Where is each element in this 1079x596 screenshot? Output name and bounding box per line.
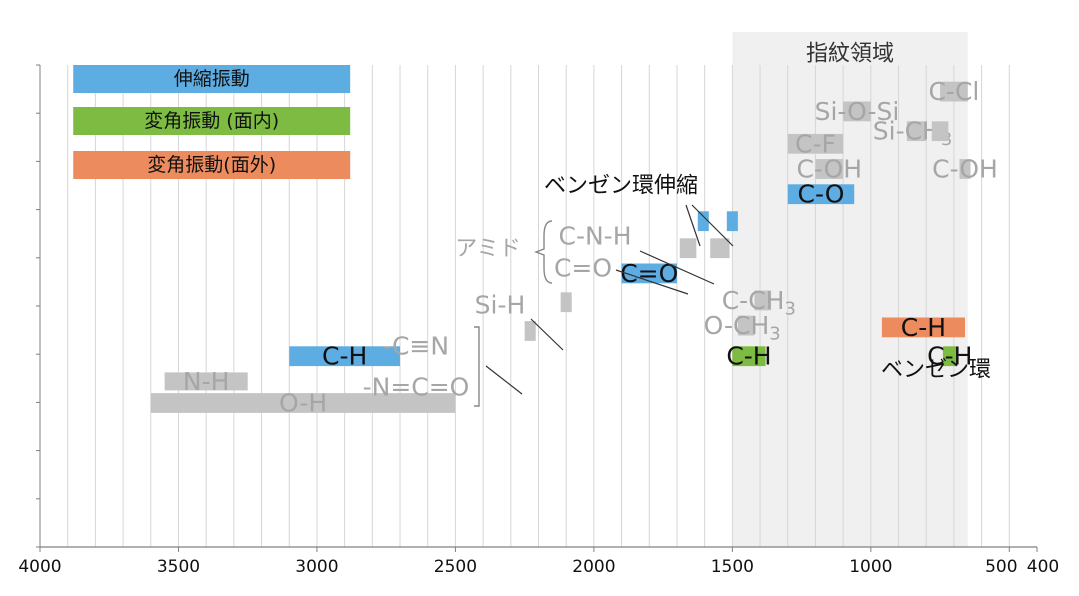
band-label: C-H — [901, 313, 946, 342]
nitrile-brace — [474, 326, 480, 407]
legend-label: 伸縮振動 — [174, 68, 250, 90]
band-bar — [959, 159, 971, 179]
band-bar — [942, 346, 957, 367]
x-tick-label: 1000 — [849, 557, 892, 577]
band-bar — [881, 317, 965, 338]
annotation-sih: Si-H — [475, 291, 526, 320]
annotation-cn: -C≡N — [383, 332, 449, 361]
leader-line — [530, 318, 564, 351]
annotation-amide-cnh: C-N-H — [559, 222, 632, 251]
x-tick-label: 500 — [985, 557, 1017, 577]
band-label: O-CH3 — [704, 311, 781, 344]
x-tick-label: 2500 — [434, 557, 477, 577]
band-bar — [732, 346, 766, 367]
band-bar — [289, 346, 401, 367]
band-label: N-H — [183, 367, 230, 396]
x-axis: 4000 3500 3000 2500 2000 1500 1000 500 400 — [18, 64, 1059, 577]
band-bar — [679, 238, 697, 259]
fingerprint-region-label: 指紋領域 — [806, 42, 894, 67]
band-bar — [164, 372, 248, 391]
x-tick-label: 1500 — [711, 557, 754, 577]
band-bar — [815, 159, 844, 179]
band-label: C-H — [726, 342, 771, 371]
band-bar — [940, 81, 968, 102]
leader-line — [691, 204, 734, 247]
band-label: O-H — [279, 389, 327, 418]
band-bar — [560, 292, 572, 313]
x-tick-label: 2000 — [572, 557, 615, 577]
legend-bar — [73, 151, 351, 179]
band-bar — [710, 238, 730, 259]
legend-bar — [73, 65, 351, 93]
x-tick-label: 400 — [1027, 557, 1059, 577]
x-tick-label: 4000 — [18, 557, 61, 577]
amide-brace — [534, 220, 553, 284]
band-bar — [737, 315, 755, 336]
band-bar — [906, 121, 927, 142]
leader-line — [685, 204, 701, 247]
legend-bar — [73, 107, 351, 135]
band-label-subscript: 3 — [784, 298, 795, 319]
legend-label: 変角振動 (面内) — [144, 110, 279, 132]
band-layer: O-HN-HC-HC=OC-OC-FC-OHSi-O-SiC-ClSi-CH3C… — [150, 77, 998, 418]
annotation-amide: アミド — [455, 237, 521, 262]
band-label-subscript: 3 — [769, 323, 780, 344]
annotation-benzene-ring: ベンゼン環 — [881, 358, 991, 383]
band-bar — [931, 121, 949, 142]
band-bar — [754, 290, 772, 311]
band-label: C-F — [795, 129, 836, 158]
annotation-amide-co: C=O — [554, 254, 612, 283]
annotation-ncn: -N=C=O — [363, 373, 470, 402]
leader-line — [639, 250, 715, 285]
band-label: C-OH — [932, 155, 998, 184]
x-tick-label: 3000 — [295, 557, 338, 577]
leader-line — [485, 365, 523, 395]
band-label: C=O — [620, 259, 678, 288]
band-bar — [621, 263, 677, 284]
leader-line — [615, 269, 689, 295]
band-label: C-O — [798, 180, 845, 209]
annotation-benzene-stretch: ベンゼン環伸縮 — [544, 174, 698, 199]
x-tick-label: 3500 — [157, 557, 200, 577]
band-bar — [697, 211, 709, 232]
band-label: Si-O-Si — [815, 97, 900, 126]
legend-label: 変角振動(面外) — [147, 154, 276, 176]
band-bar — [524, 321, 536, 341]
band-label: C-OH — [796, 155, 862, 184]
band-label: C-H — [322, 342, 367, 371]
band-bar — [787, 184, 855, 205]
band-bar — [150, 393, 456, 413]
band-bar — [787, 133, 844, 154]
band-bar — [726, 211, 738, 232]
band-label: C-CH3 — [722, 286, 796, 319]
band-label: C-Cl — [928, 77, 979, 106]
band-bar — [843, 101, 871, 122]
band-label: C-H — [927, 342, 972, 371]
